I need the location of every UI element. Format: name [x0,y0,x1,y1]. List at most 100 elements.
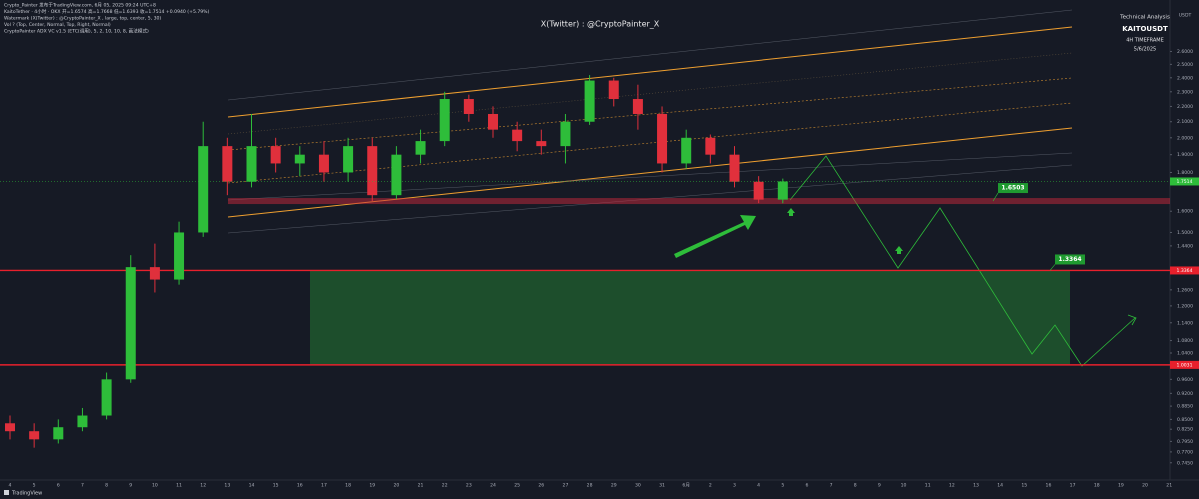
y-tick-label: 2.5000 [1177,62,1193,68]
zone [310,270,1070,365]
y-tick-label: 0.7450 [1177,460,1193,466]
x-tick-label: 13 [224,483,230,489]
x-tick-label: 12 [200,483,206,489]
projection-path [789,155,1136,367]
callout-box [998,183,1028,194]
x-tick-label: 20 [1142,483,1148,489]
projection-arrowhead [1127,314,1137,326]
candle-body [246,146,257,182]
x-tick-label: 11 [925,483,931,489]
x-tick-label: 12 [949,483,955,489]
header-line: KaitoTether · 4小时 · OKX 开=1.6574 高=1.766… [4,8,210,15]
candle-body [512,129,523,142]
x-tick-label: 23 [466,483,472,489]
last-price-box [1170,177,1199,186]
x-tick-label: 5 [33,483,36,489]
x-tick-label: 15 [273,483,279,489]
y-tick-label: 1.4400 [1177,243,1193,249]
y-tick-label: 1.9000 [1177,152,1193,158]
x-tick-label: 28 [587,483,593,489]
info-text: 4H TIMEFRAME [1126,38,1164,44]
candle-body [584,80,595,122]
x-tick-label: 2 [709,483,712,489]
x-tick-label: 22 [442,483,448,489]
y-tick-label: 1.2600 [1177,287,1193,293]
big-arrow [674,215,756,258]
callout-leader [992,192,999,202]
y-tick-label: 2.3000 [1177,89,1193,95]
candle-body [367,146,378,196]
y-tick-label: 2.4000 [1177,75,1193,81]
x-tick-label: 16 [297,483,303,489]
candle-body [753,181,764,200]
x-tick-label: 6月 [682,483,690,489]
candle-body [5,423,15,432]
x-tick-label: 4 [757,483,760,489]
brand-logo [4,490,9,495]
candle-body [101,379,112,416]
y-tick-label: 1.0800 [1177,338,1193,344]
y-tick-label: 0.7950 [1177,439,1193,445]
info-text: Technical Analysis [1119,15,1170,21]
level-axis-label: 1.0031 [1176,362,1192,368]
x-tick-label: 7 [830,483,833,489]
x-tick-label: 10 [152,483,158,489]
small-arrow [895,246,903,254]
candle-body [125,267,136,380]
candle-body [343,146,354,173]
x-tick-label: 21 [1166,483,1172,489]
x-tick-label: 18 [1094,483,1100,489]
level-axis-box [1170,360,1199,369]
candle-body [53,427,64,440]
callout-label: 1.6503 [1001,185,1024,192]
x-tick-label: 9 [878,483,881,489]
x-tick-label: 21 [418,483,424,489]
currency: USDT [1179,13,1192,19]
y-tick-label: 2.1000 [1177,119,1193,125]
candle-body [488,113,498,130]
x-tick-label: 4 [9,483,12,489]
candle-body [77,415,88,428]
callout-box [1055,254,1085,265]
x-tick-label: 5 [781,483,784,489]
x-tick-label: 20 [393,483,399,489]
x-tick-label: 18 [345,483,351,489]
x-tick-label: 14 [249,483,255,489]
info-text: 5/6/2025 [1134,47,1156,53]
candle-body [729,154,740,182]
level-axis-box [1170,266,1199,275]
candle-body [608,80,619,100]
candle-body [318,154,329,173]
y-tick-label: 0.8250 [1177,427,1193,433]
y-tick-label: 1.1400 [1177,320,1193,326]
candle-body [560,121,571,147]
candle-body [29,431,40,440]
callout-label: 1.3364 [1058,256,1081,263]
x-tick-label: 24 [490,483,496,489]
x-tick-label: 17 [1070,483,1076,489]
y-tick-label: 1.0400 [1177,350,1193,356]
x-tick-label: 14 [997,483,1003,489]
x-tick-label: 16 [1046,483,1052,489]
x-tick-label: 10 [901,483,907,489]
candle-body [463,99,474,114]
level-axis-label: 1.3364 [1176,268,1192,274]
x-tick-label: 8 [854,483,857,489]
candle-body [294,154,305,164]
y-tick-label: 2.6000 [1177,49,1193,55]
header-line: Crypto_Painter 发布于TradingView.com, 6月 05… [4,2,156,9]
x-tick-label: 6 [57,483,60,489]
y-tick-label: 1.6000 [1177,209,1193,215]
y-tick-label: 1.5000 [1177,230,1193,236]
x-tick-label: 7 [81,483,84,489]
last-price-label: 1.7514 [1176,179,1192,185]
candle-body [657,113,668,164]
x-tick-label: 17 [321,483,327,489]
x-tick-label: 19 [1118,483,1124,489]
x-tick-label: 11 [176,483,182,489]
level-band [228,198,1170,205]
candle-body [705,137,716,155]
y-tick-label: 0.8500 [1177,417,1193,423]
y-tick-label: 2.0000 [1177,135,1193,141]
